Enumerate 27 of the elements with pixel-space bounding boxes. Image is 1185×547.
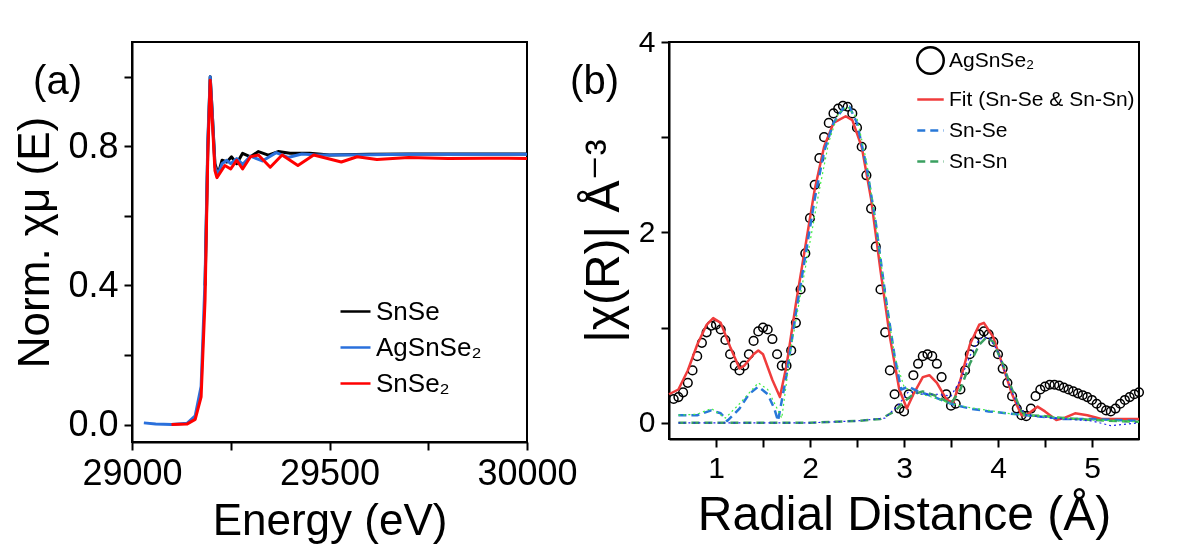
legend-label: AgSnSe₂ bbox=[949, 47, 1035, 71]
x-tick-label: 3 bbox=[896, 450, 913, 484]
y-axis-title: |χ(R)| Å⁻³ bbox=[575, 139, 629, 343]
x-tick-label: 5 bbox=[1084, 450, 1101, 484]
x-tick-label: 29000 bbox=[82, 451, 183, 493]
y-tick-label: 0.4 bbox=[68, 263, 119, 305]
y-axis-title: Norm. χμ (E) bbox=[9, 116, 59, 369]
text: (b) bbox=[570, 58, 619, 102]
y-tick-label: 0.8 bbox=[68, 124, 119, 166]
x-tick-label: 2 bbox=[802, 450, 819, 484]
legend-label: SnSe bbox=[376, 295, 440, 326]
legend-label: Sn-Sn bbox=[949, 148, 1008, 172]
text: (a) bbox=[33, 58, 82, 102]
y-tick-label: 0.0 bbox=[68, 403, 119, 445]
legend-label: SnSe₂ bbox=[376, 367, 450, 398]
legend-label: AgSnSe₂ bbox=[376, 331, 482, 362]
x-axis-title: Radial Distance (Å) bbox=[697, 486, 1112, 540]
legend-label: Fit (Sn-Se & Sn-Sn) bbox=[949, 86, 1135, 110]
y-tick-label: 0 bbox=[638, 405, 656, 439]
y-tick-label: 2 bbox=[638, 214, 656, 248]
x-tick-label: 29500 bbox=[279, 451, 381, 493]
x-tick-label: 30000 bbox=[477, 451, 578, 493]
legend-label: Sn-Se bbox=[949, 117, 1008, 141]
x-tick-label: 4 bbox=[990, 450, 1007, 484]
x-tick-label: 1 bbox=[708, 450, 725, 484]
y-tick-label: 4 bbox=[638, 24, 656, 58]
x-axis-title: Energy (eV) bbox=[212, 494, 448, 544]
